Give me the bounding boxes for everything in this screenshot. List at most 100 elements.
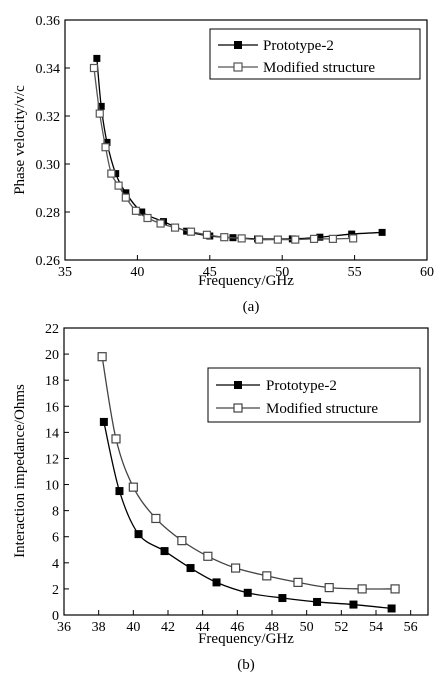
chart-a-series (89, 54, 386, 244)
chart-a-series-prototype-point (97, 102, 105, 110)
chart-b-y-tick-label: 22 (45, 322, 59, 337)
chart-a-x-tick-label: 60 (420, 265, 434, 280)
chart-a-y-tick-label: 0.34 (36, 62, 61, 77)
chart-b-series-prototype-point (387, 604, 396, 613)
chart-b-legend-label-prototype: Prototype-2 (266, 378, 337, 394)
chart-a-caption: (a) (243, 299, 260, 315)
chart-a-series-modified-point (101, 143, 110, 152)
chart-a-x-tick-label: 35 (58, 265, 72, 280)
chart-a-legend-label-prototype: Prototype-2 (263, 38, 334, 54)
chart-b-series-modified-point (357, 584, 367, 594)
chart-b-series-modified-point (231, 563, 241, 573)
chart-b-x-tick-label: 50 (300, 620, 314, 635)
chart-b-series-modified-point (111, 434, 121, 444)
chart-a-y-axis-label: Phase velocity/v/c (12, 85, 28, 195)
chart-a-series-prototype-point (103, 138, 111, 146)
chart-b: 36 38 40 42 44 46 48 50 52 54 56024681012141618202… (12, 322, 429, 673)
chart-b-series-modified-point (203, 551, 213, 561)
chart-b-legend-marker-modified (233, 403, 243, 413)
chart-a-series-modified-point (114, 181, 123, 190)
chart-b-x-axis-label: Frequency/GHz (198, 631, 294, 647)
chart-b-series-prototype-point (134, 530, 143, 539)
chart-b-x-tick-label: 46 (230, 620, 244, 635)
chart-a: 35 40 45 50 55 60 0.26 0.28 0.30 0.32 0.34 0.36 Fre… (12, 14, 434, 315)
chart-a-y-tick-label: 0.26 (36, 254, 61, 269)
chart-b-series-prototype-point (243, 588, 252, 597)
chart-b-y-tick-label: 16 (45, 400, 59, 415)
chart-b-series-prototype-point (212, 578, 221, 587)
chart-b-x-tick-label: 54 (369, 620, 383, 635)
chart-b-y-tick-label: 12 (45, 452, 59, 467)
chart-a-series-modified-point (237, 234, 246, 243)
chart-b-series-prototype-point (349, 600, 358, 609)
chart-a-x-tick-label: 40 (130, 265, 144, 280)
chart-a-series-modified-point (170, 223, 180, 232)
chart-b-x-tick-label: 36 (57, 620, 71, 635)
chart-b-series-modified-point (177, 536, 187, 546)
chart-b-y-tick-label: 6 (52, 531, 59, 546)
chart-b-legend-label-modified: Modified structure (266, 401, 378, 417)
chart-b-legend-box (207, 367, 421, 423)
chart-a-series-modified-point (220, 233, 229, 242)
chart-a-series-modified-point (328, 234, 337, 243)
chart-a-series-modified-point (309, 234, 319, 243)
chart-b-series-prototype-point (186, 564, 195, 573)
chart-a-series-prototype-point (316, 233, 324, 241)
chart-b-series-prototype-point (99, 417, 108, 426)
chart-b-x-tick-label: 44 (196, 620, 210, 635)
chart-a-y-tick-label: 0.28 (36, 206, 61, 221)
chart-b-series-modified-point (390, 584, 400, 594)
chart-a-series-modified-point (156, 219, 165, 228)
chart-a-series-modified-point (131, 206, 141, 215)
chart-b-y-tick-label: 14 (45, 426, 59, 441)
chart-a-legend-box (209, 28, 421, 80)
chart-a-series-modified-point (89, 63, 99, 73)
chart-a-series-modified-point (202, 230, 212, 239)
chart-a-y-tick-label: 0.36 (36, 14, 61, 29)
chart-b-x-tick-label: 48 (265, 620, 279, 635)
chart-a-series-modified-point (143, 213, 152, 223)
chart-b-y-tick-label: 8 (52, 505, 59, 520)
chart-b-plot-frame (63, 327, 429, 616)
chart-b-series-modified-point (324, 583, 334, 593)
chart-a-series-prototype-point (348, 230, 356, 238)
chart-b-series-prototype-line (103, 421, 392, 610)
chart-b-x-tick-label: 38 (92, 620, 106, 635)
chart-b-y-tick-label: 18 (45, 374, 59, 389)
chart-a-series-modified-point (273, 235, 282, 244)
chart-b-y-tick-label: 10 (45, 479, 59, 494)
chart-b-series-modified-point (151, 513, 161, 524)
chart-b-series-prototype-point (160, 547, 169, 556)
chart-b-y-axis-label: Interaction impedance/Ohms (12, 384, 28, 558)
chart-a-series-modified-point (121, 193, 130, 202)
chart-b-series (97, 352, 400, 613)
chart-b-caption: (b) (237, 657, 255, 673)
chart-a-series-modified-point (291, 235, 300, 244)
chart-a-series-modified-point (349, 234, 358, 243)
chart-b-y-tick-label: 2 (52, 583, 59, 598)
chart-a-legend-marker-modified (233, 62, 243, 72)
chart-a-series-modified-point (107, 169, 116, 178)
chart-a-series-modified-point (254, 235, 264, 244)
chart-a-x-tick-label: 45 (203, 265, 217, 280)
chart-a-plot-frame (64, 19, 428, 261)
chart-b-y-tick-label: 4 (52, 557, 59, 572)
chart-a-legend: Prototype-2 Modified structure (209, 28, 421, 80)
chart-a-series-prototype-point (138, 208, 146, 216)
chart-b-x-tick-label: 42 (161, 620, 175, 635)
chart-a-axes: 35 40 45 50 55 60 0.26 0.28 0.30 0.32 0.34 0.36 (36, 14, 435, 280)
chart-b-series-modified-point (293, 577, 303, 587)
chart-b-legend-marker-prototype (234, 381, 242, 389)
chart-a-series-prototype-point (378, 228, 386, 236)
chart-b-series-prototype-point (278, 594, 287, 603)
chart-b-legend: Prototype-2 Modified structure (207, 367, 421, 423)
chart-b-series-modified-point (128, 482, 138, 492)
chart-a-series-prototype-point (112, 170, 120, 178)
chart-a-x-tick-label: 55 (348, 265, 362, 280)
chart-a-series-prototype-point (122, 189, 130, 197)
chart-a-series-modified-point (95, 109, 104, 118)
chart-a-y-tick-label: 0.30 (36, 158, 61, 173)
chart-a-series-prototype-point (93, 54, 101, 62)
chart-b-series-prototype-point (313, 597, 322, 606)
